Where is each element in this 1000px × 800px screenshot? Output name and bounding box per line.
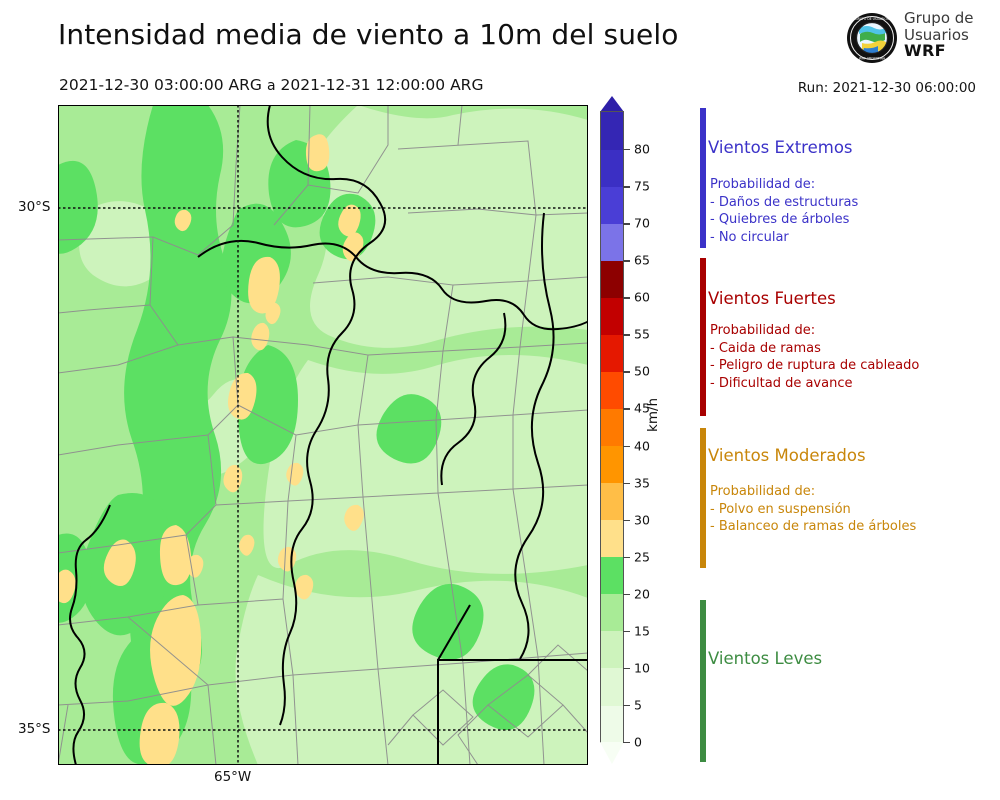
brand-wordmark: Grupo de Usuarios WRF — [904, 10, 974, 60]
colorbar-tick-label-30: 30 — [634, 512, 650, 528]
colorbar-tick-label-65: 65 — [634, 252, 650, 268]
colorbar-tick-label-40: 40 — [634, 438, 650, 454]
colorbar-under-arrow — [600, 742, 624, 764]
legend-detail-item-1-2: - Quiebres de árboles — [710, 212, 850, 227]
legend-title-4: Vientos Leves — [708, 649, 823, 668]
colorbar-tick-35 — [623, 482, 630, 484]
logo-line-1: Grupo de — [904, 9, 974, 27]
colorbar-segment-0-5 — [601, 704, 623, 743]
legend-detail-heading-1: Probabilidad de: — [710, 177, 816, 192]
colorbar-segment-70-75 — [601, 186, 623, 224]
colorbar-tick-30 — [623, 519, 630, 522]
colorbar-tick-20 — [623, 593, 630, 596]
legend-detail-item-2-2: - Peligro de ruptura de cableado — [710, 358, 920, 373]
wind-speed-map[interactable] — [58, 105, 588, 765]
legend-detail-item-1-3: - No circular — [710, 229, 789, 245]
colorbar-segment-20-25 — [601, 556, 623, 595]
lat-label-30S: 30°S — [18, 199, 51, 215]
brand-logo: GRUPO DE USUARIOS WRF ARGENTINA Grupo de… — [846, 10, 994, 64]
legend-detail-2: Probabilidad de: - Caida de ramas - Peligr… — [710, 322, 919, 392]
colorbar-over-arrow — [600, 96, 624, 112]
colorbar-tick-label-10: 10 — [634, 660, 650, 676]
colorbar-segment-55-60 — [601, 297, 623, 335]
legend-detail-heading-3: Probabilidad de: — [710, 484, 816, 499]
colorbar-tick-label-80: 80 — [634, 141, 650, 157]
colorbar-segment-5-10 — [601, 667, 623, 706]
legend-color-bar-3 — [700, 428, 706, 568]
forecast-period: 2021-12-30 03:00:00 ARG a 2021-12-31 12:00… — [59, 76, 483, 94]
colorbar-tick-label-15: 15 — [634, 623, 650, 639]
colorbar-tick-50 — [623, 371, 630, 373]
legend-title-3: Vientos Moderados — [708, 446, 866, 465]
legend-detail-item-2-1: - Caida de ramas — [710, 340, 821, 356]
legend-detail-item-3-2: - Balanceo de ramas de árboles — [710, 519, 917, 534]
legend-title-2: Vientos Fuertes — [708, 289, 836, 308]
colorbar-tick-label-70: 70 — [634, 215, 650, 231]
colorbar-tick-25 — [623, 556, 630, 559]
colorbar-tick-label-25: 25 — [634, 549, 650, 565]
colorbar-tick-40 — [623, 445, 630, 447]
page-title: Intensidad media de viento a 10m del sue… — [58, 18, 679, 51]
legend-color-bar-4 — [700, 600, 706, 762]
colorbar-segment-75-80 — [601, 149, 623, 187]
colorbar-tick-10 — [623, 667, 630, 670]
legend-detail-3: Probabilidad de: - Polvo en suspensión - B… — [710, 483, 916, 536]
svg-text:WRF ARGENTINA: WRF ARGENTINA — [859, 57, 886, 61]
colorbar-segment-60-65 — [601, 260, 623, 298]
globe-emblem-icon: GRUPO DE USUARIOS WRF ARGENTINA — [847, 13, 897, 63]
logo-line-2: Usuarios — [904, 25, 969, 44]
colorbar-tick-label-35: 35 — [634, 475, 650, 491]
map-frame-border — [58, 105, 588, 765]
legend-color-bar-2 — [700, 258, 706, 416]
legend-detail-item-2-3: - Dificultad de avance — [710, 375, 853, 391]
colorbar-tick-55 — [623, 334, 630, 336]
colorbar-segment-80-85 — [601, 112, 623, 150]
legend-color-bar-1 — [700, 108, 706, 248]
legend-detail-heading-2: Probabilidad de: — [710, 323, 816, 338]
colorbar-tick-label-50: 50 — [634, 363, 650, 379]
lon-label-65W: 65°W — [214, 769, 252, 785]
colorbar-tick-70 — [623, 223, 630, 225]
svg-text:GRUPO DE USUARIOS: GRUPO DE USUARIOS — [855, 17, 889, 21]
colorbar-segment-45-50 — [601, 371, 623, 410]
colorbar-segment-10-15 — [601, 630, 623, 669]
lat-label-35S: 35°S — [18, 721, 51, 737]
colorbar-tick-15 — [623, 630, 630, 633]
colorbar-tick-75 — [623, 186, 630, 188]
legend-detail-item-1-1: - Daños de estructuras — [710, 194, 859, 210]
colorbar-tick-80 — [623, 149, 630, 151]
colorbar-segment-35-40 — [601, 445, 623, 484]
colorbar-tick-label-5: 5 — [634, 697, 642, 713]
colorbar-tick-5 — [623, 704, 630, 707]
logo-line-3: WRF — [904, 41, 946, 60]
period-end: 2021-12-31 12:00:00 ARG — [280, 76, 484, 94]
colorbar-segment-40-45 — [601, 408, 623, 447]
colorbar-tick-label-60: 60 — [634, 289, 650, 305]
wind-field-raster — [58, 105, 588, 765]
colorbar-tick-60 — [623, 297, 630, 299]
colorbar-segment-65-70 — [601, 223, 623, 261]
legend-detail-1: Probabilidad de: - Daños de estructuras - … — [710, 176, 858, 246]
colorbar-segment-50-55 — [601, 334, 623, 372]
period-start: 2021-12-30 03:00:00 ARG — [59, 76, 262, 94]
period-separator: a — [266, 78, 276, 94]
colorbar-segment-25-30 — [601, 519, 623, 558]
colorbar-tick-label-75: 75 — [634, 178, 650, 194]
colorbar-tick-65 — [623, 260, 630, 262]
colorbar-tick-label-55: 55 — [634, 326, 650, 342]
legend-title-1: Vientos Extremos — [708, 138, 853, 157]
colorbar-tick-label-0: 0 — [634, 734, 642, 750]
colorbar-tick-45 — [623, 408, 630, 410]
colorbar-tick-label-45: 45 — [634, 400, 650, 416]
legend-detail-item-3-1: - Polvo en suspensión — [710, 501, 851, 517]
model-run-timestamp: Run: 2021-12-30 06:00:00 — [797, 80, 976, 96]
colorbar-tick-label-20: 20 — [634, 586, 650, 602]
colorbar-segment-30-35 — [601, 482, 623, 521]
colorbar-tick-0 — [623, 742, 630, 744]
colorbar-segment-15-20 — [601, 593, 623, 632]
colorbar[interactable] — [601, 112, 623, 743]
